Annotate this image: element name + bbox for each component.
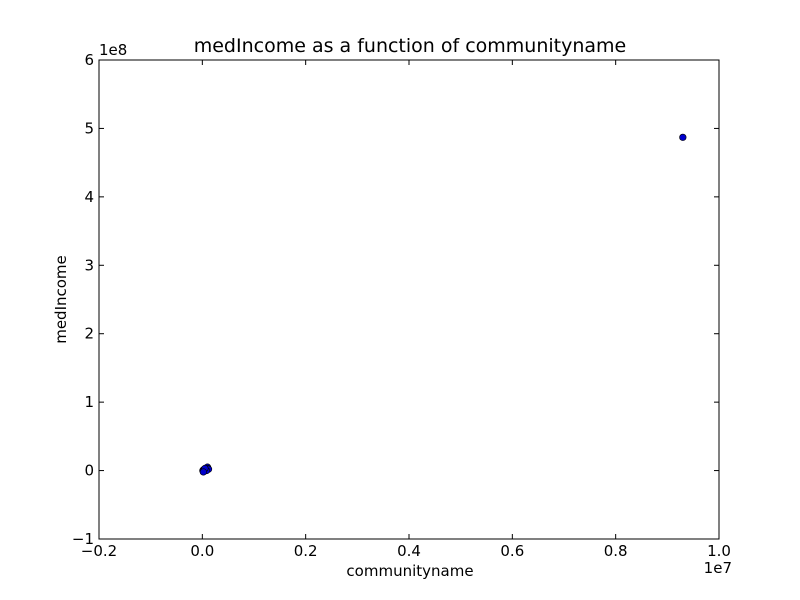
- x-tick-label-6: 1.0: [707, 542, 731, 560]
- x-axis-label: communityname: [346, 562, 473, 580]
- y-tick-label-1: 0: [84, 462, 94, 480]
- x-tick-label-5: 0.8: [604, 542, 628, 560]
- y-tick-label-4: 3: [84, 256, 94, 274]
- x-tick-label-4: 0.6: [500, 542, 524, 560]
- y-tick-label-0: −1: [72, 530, 94, 548]
- data-point-14: [199, 468, 207, 476]
- y-axis-label: medIncome: [52, 255, 70, 344]
- x-tick-label-0: −0.2: [81, 542, 117, 560]
- y-tick-label-6: 5: [84, 119, 94, 137]
- plot-frame: [98, 59, 720, 540]
- data-point-15: [679, 133, 687, 141]
- chart-title: medIncome as a function of communityname: [194, 35, 627, 57]
- y-axis-offset-label: 1e8: [99, 41, 127, 59]
- y-tick-label-7: 6: [84, 51, 94, 69]
- marks-layer: [199, 133, 687, 476]
- y-axis-ticks: −1 0 1 2 3 4 5 6: [72, 51, 719, 548]
- x-tick-label-3: 0.4: [397, 542, 421, 560]
- y-tick-label-2: 1: [84, 393, 94, 411]
- x-axis-offset-label: 1e7: [704, 559, 732, 577]
- x-tick-label-1: 0.0: [190, 542, 214, 560]
- x-axis-ticks: −0.2 0.0 0.2 0.4 0.6 0.8 1.0: [81, 60, 731, 560]
- x-tick-label-2: 0.2: [294, 542, 318, 560]
- y-tick-label-3: 2: [84, 325, 94, 343]
- y-tick-label-5: 4: [84, 188, 94, 206]
